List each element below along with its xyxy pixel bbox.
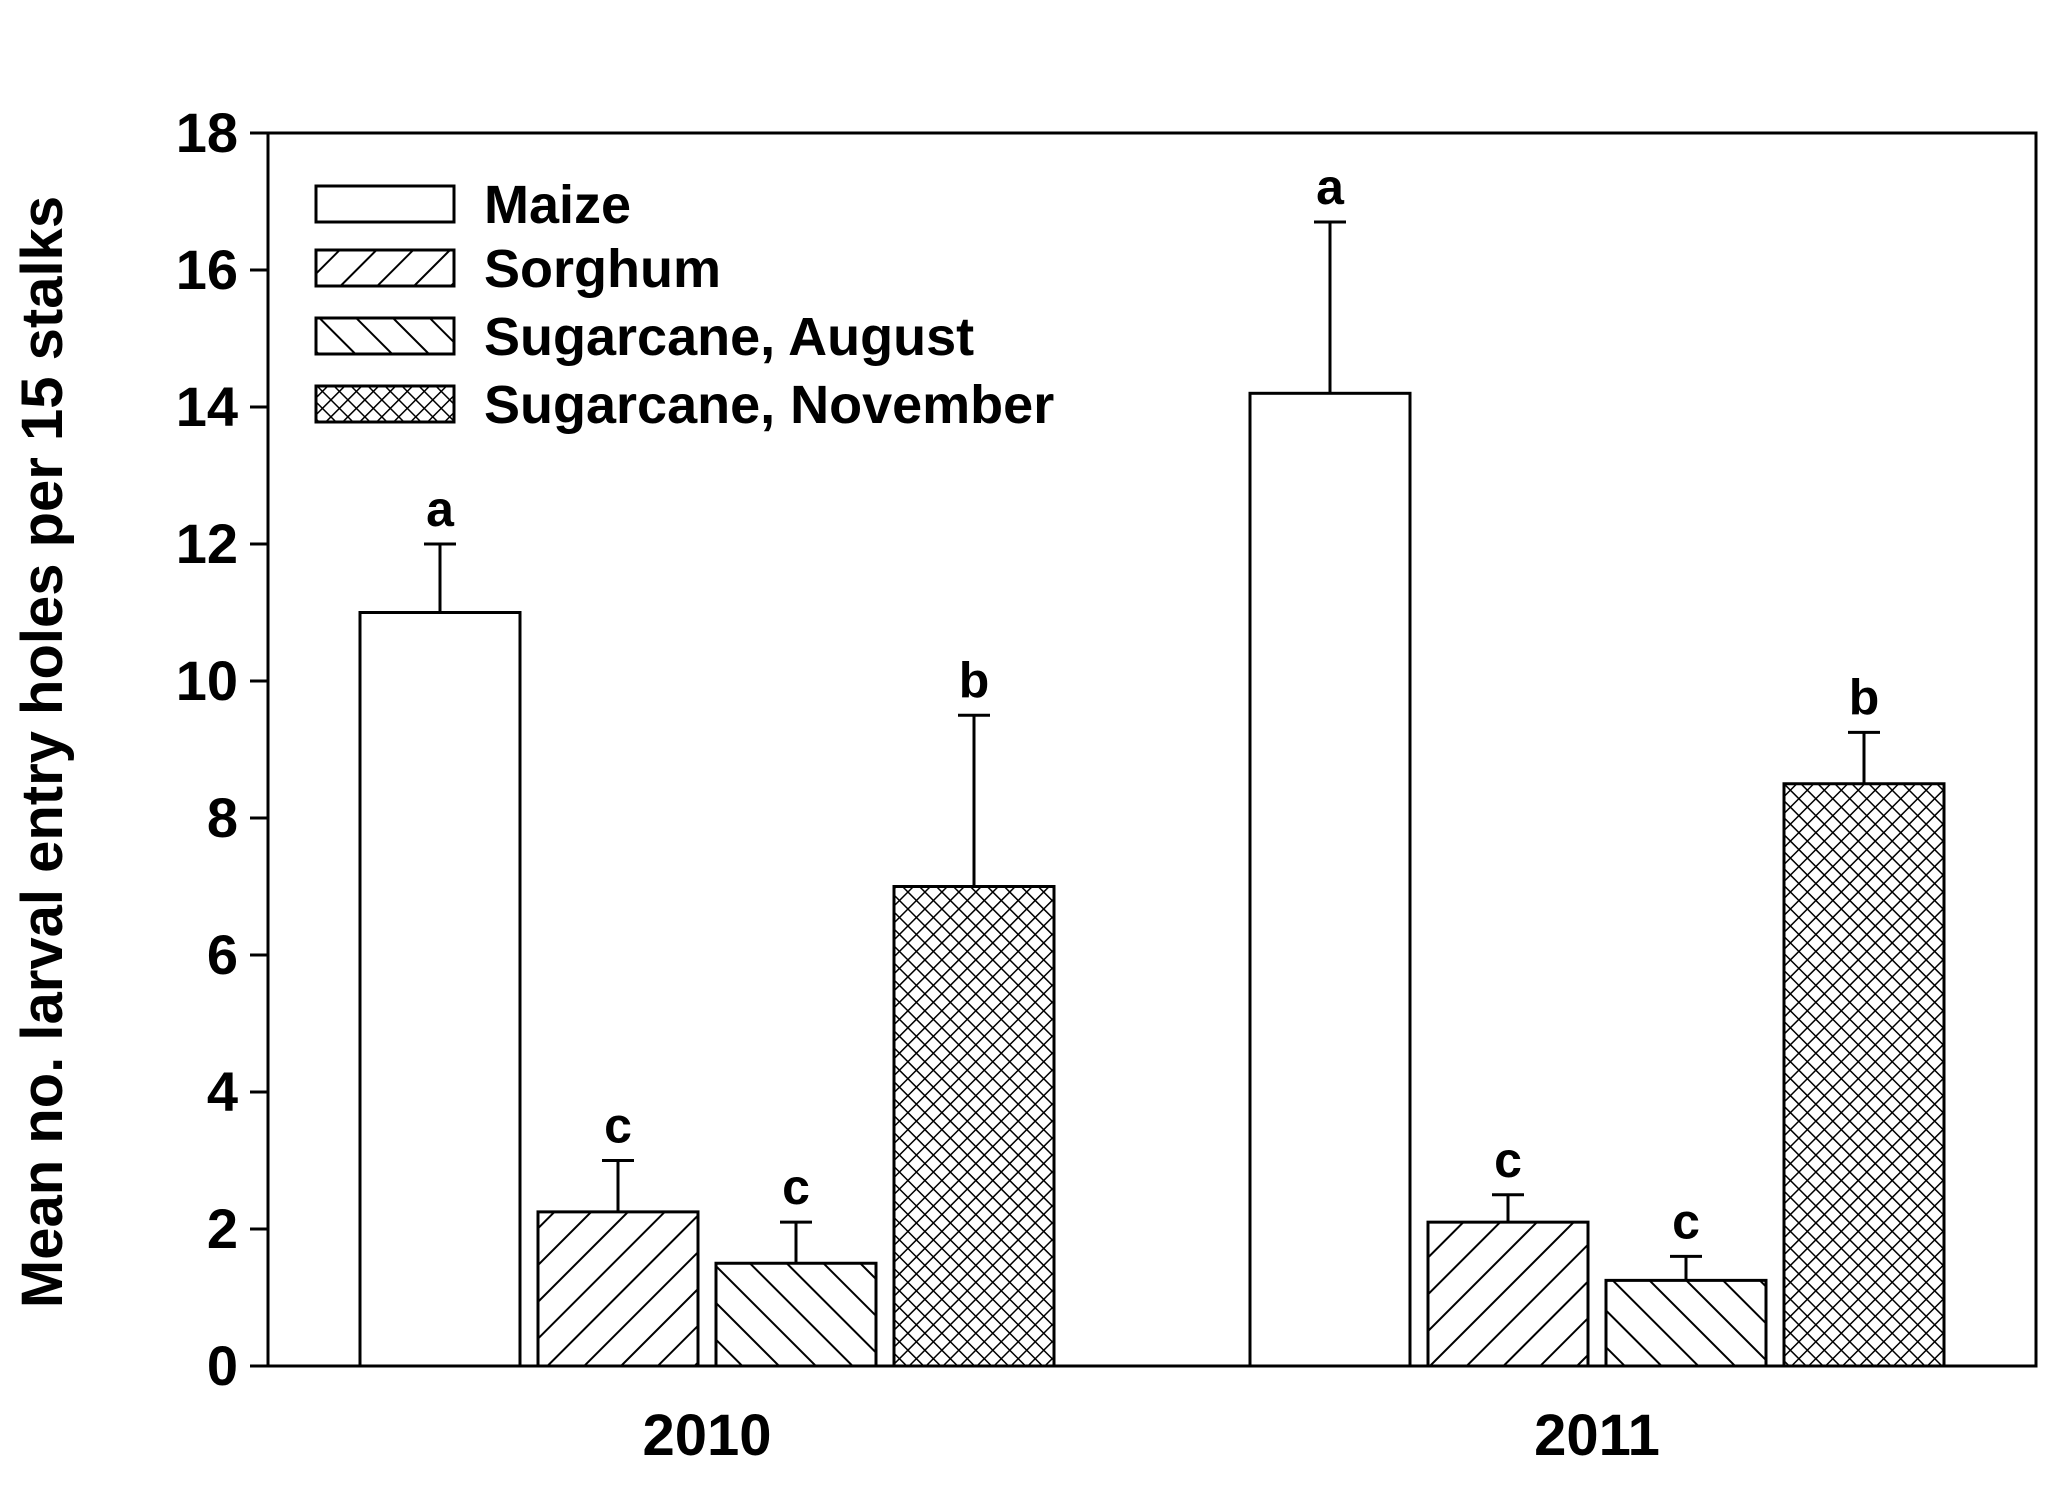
x-axis: 2010 2011 [642,1403,1659,1468]
plot-border [266,131,2038,1368]
y-tick-label: 6 [207,923,238,986]
significance-letter: c [1494,1132,1522,1188]
significance-letter: b [1849,669,1880,725]
plot-frame [266,131,2038,1368]
y-tick-label: 0 [207,1334,238,1397]
bar [1426,1220,1590,1368]
legend-label: Sorghum [484,239,721,299]
legend-label: Sugarcane, August [484,307,974,367]
legend-swatch [314,384,456,424]
bar [1782,782,1946,1368]
y-tick-label: 4 [207,1060,238,1123]
bars: a c c b a c c b [358,159,1946,1368]
y-tick-label: 18 [176,101,238,164]
y-tick-label: 12 [176,512,238,575]
significance-letter: c [604,1098,632,1154]
bar [892,885,1056,1368]
bar [358,611,522,1368]
x-category-label: 2010 [642,1403,771,1468]
y-tick-label: 16 [176,238,238,301]
bar [536,1210,700,1368]
y-tick-label: 14 [176,375,238,438]
y-tick-label: 8 [207,786,238,849]
y-tick-label: 2 [207,1197,238,1260]
legend-swatch [314,316,456,356]
significance-letter: a [1316,159,1345,215]
significance-letter: a [426,481,455,537]
significance-letter: c [1672,1193,1700,1249]
legend-swatch [314,248,456,288]
y-axis-label: Mean no. larval entry holes per 15 stalk… [10,196,75,1308]
legend-swatch [314,184,456,224]
legend-label: Sugarcane, November [484,375,1054,435]
bar [1604,1278,1768,1368]
y-tick-label: 10 [176,649,238,712]
significance-letter: b [959,652,990,708]
x-category-label: 2011 [1534,1403,1660,1468]
significance-letter: c [782,1159,810,1215]
bar [714,1261,878,1368]
y-axis: 0 2 4 6 8 10 12 14 16 18 [176,101,268,1397]
legend-label: Maize [484,175,631,235]
bar [1248,391,1412,1368]
